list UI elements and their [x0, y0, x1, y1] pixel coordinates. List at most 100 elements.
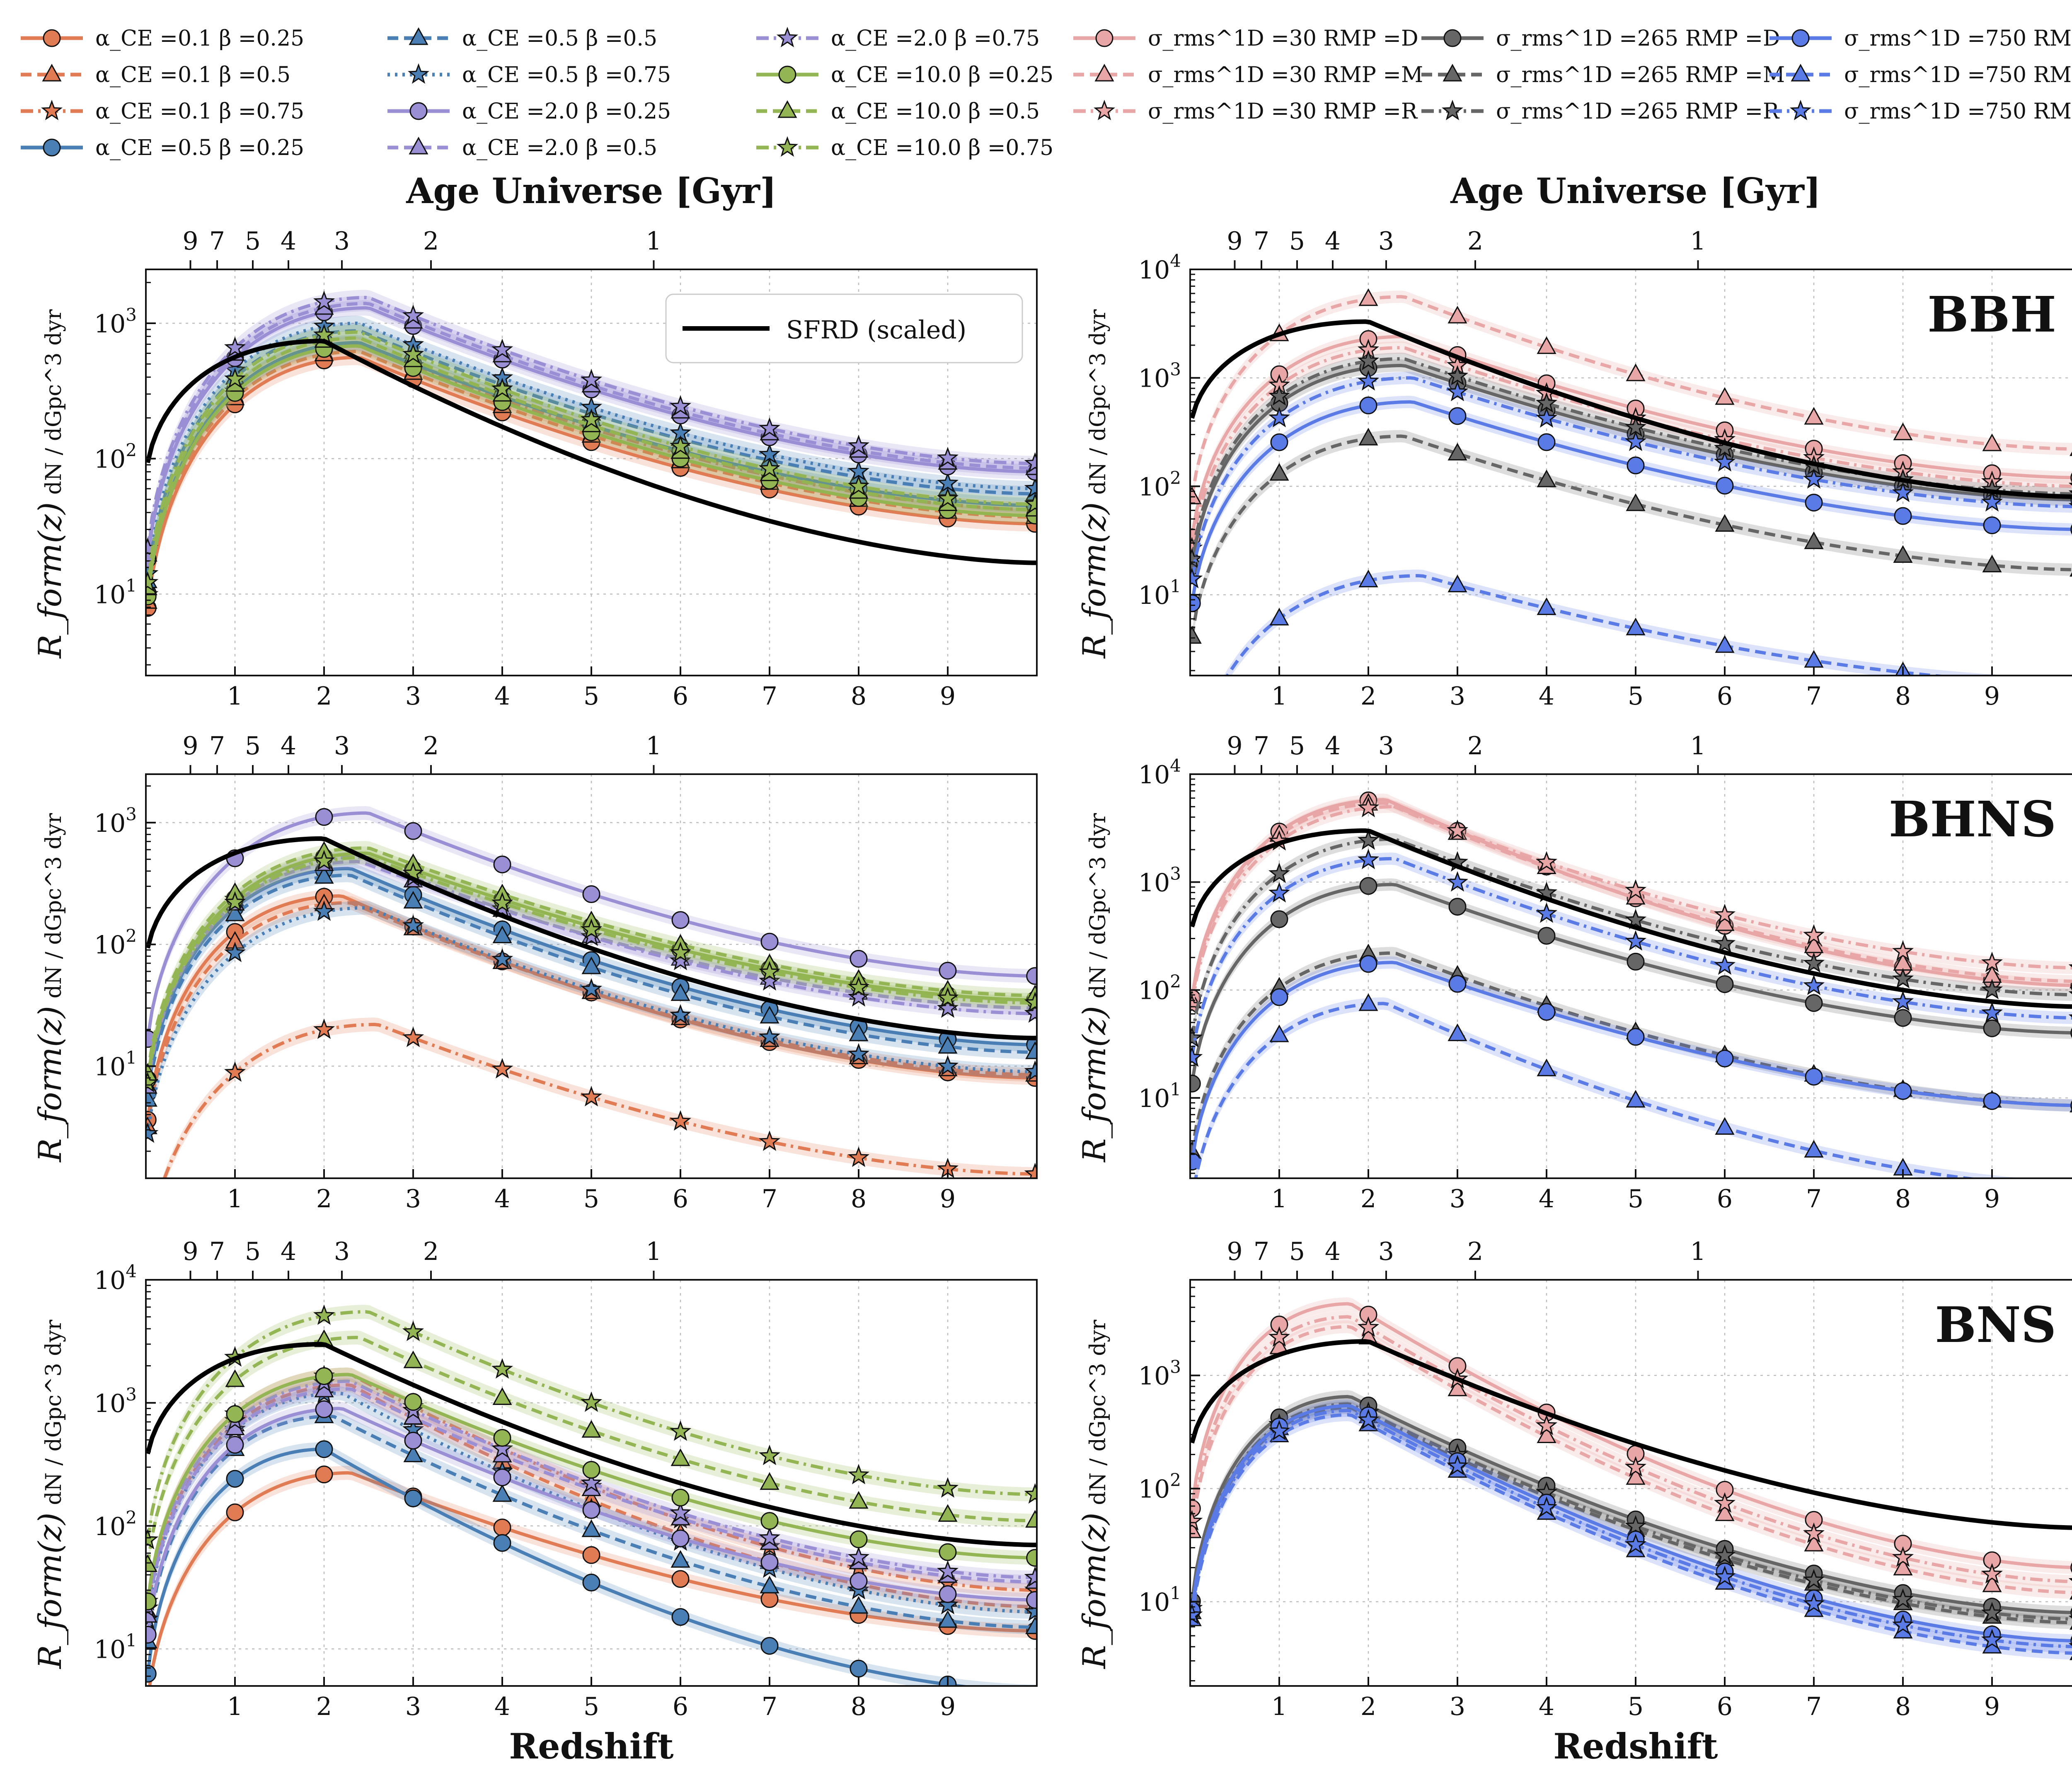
uncertainty-band — [148, 1374, 1037, 1615]
data-point — [1025, 1510, 1037, 1528]
data-point — [1025, 1616, 1037, 1634]
data-point — [1892, 1588, 1914, 1609]
age-tick-label: 2 — [1467, 731, 1483, 761]
data-point — [758, 1526, 781, 1548]
y-axis-title: R_form(z) dN / dGpc^3 dyr — [1076, 813, 1113, 1163]
y-axis-label: R_form(z) — [1076, 1513, 1113, 1670]
data-point — [1981, 1002, 2003, 1022]
data-point — [315, 1440, 333, 1458]
legend-marker — [43, 29, 61, 47]
series-line — [1194, 1002, 1981, 1178]
data-point — [313, 900, 335, 921]
legend-label: α_CE =10.0 β =0.75 — [831, 136, 1053, 160]
x-tick-label: 6 — [1717, 1184, 1733, 1213]
data-point — [760, 1472, 779, 1490]
x-tick-label: 1 — [1271, 1692, 1287, 1721]
data-point — [226, 1470, 244, 1488]
data-point — [1537, 336, 1556, 354]
data-point — [1269, 608, 1289, 626]
age-tick-label: 2 — [1467, 227, 1483, 256]
legend-label: σ_rms^1D =30 RMP =D — [1148, 26, 1418, 51]
data-point — [669, 1502, 692, 1522]
legend-label: σ_rms^1D =265 RMP =D — [1496, 26, 1780, 51]
data-point — [1624, 879, 1647, 900]
legend-label: α_CE =0.1 β =0.75 — [95, 99, 304, 124]
x-tick-label: 6 — [673, 1692, 688, 1721]
y-axis-label: R_form(z) — [31, 1513, 68, 1670]
data-point — [1024, 1566, 1037, 1587]
data-point — [146, 1592, 157, 1611]
legend-marker — [776, 136, 799, 157]
legend-label: σ_rms^1D =750 RMP =R — [1844, 99, 2072, 124]
age-tick-label: 4 — [281, 731, 296, 761]
x-tick-label: 9 — [940, 1184, 956, 1213]
legend-left: α_CE =0.1 β =0.25 α_CE =0.1 β =0.5 α_CE =0… — [21, 26, 1053, 160]
age-tick-label: 4 — [1325, 1237, 1341, 1266]
x-tick-label: 7 — [762, 1692, 777, 1721]
age-tick-label: 4 — [1325, 227, 1341, 256]
data-point — [2068, 490, 2072, 493]
data-point — [313, 850, 335, 870]
legend-label: α_CE =10.0 β =0.5 — [831, 99, 1040, 124]
data-point — [671, 1489, 690, 1507]
legend-label: σ_rms^1D =265 RMP =R — [1496, 99, 1780, 124]
data-point — [937, 987, 959, 1008]
data-point — [2068, 1014, 2072, 1017]
data-point — [1537, 469, 1556, 487]
data-point — [225, 903, 245, 921]
data-point — [2070, 984, 2072, 988]
data-point — [1624, 431, 1647, 451]
data-point — [1715, 1503, 1735, 1521]
y-axis-title: R_form(z) dN / dGpc^3 dyr — [31, 813, 68, 1163]
data-point — [847, 1464, 870, 1485]
series-line — [1190, 961, 2072, 1162]
data-point — [1805, 1068, 1823, 1086]
legend-marker — [1791, 29, 1810, 47]
data-point — [1537, 433, 1556, 451]
data-point — [1535, 1496, 1558, 1517]
data-point — [2070, 1562, 2072, 1573]
data-point — [1268, 862, 1290, 883]
age-tick-label: 5 — [245, 227, 261, 256]
legend-marker — [1094, 63, 1114, 82]
data-point — [937, 997, 959, 1018]
data-point — [1803, 952, 1825, 973]
data-point — [1983, 516, 2001, 535]
series-line — [1190, 1339, 2072, 1530]
y-tick-label: 103 — [94, 305, 137, 339]
age-tick-label: 7 — [209, 1237, 225, 1266]
x-tick-label: 9 — [1984, 1184, 2000, 1213]
uncertainty-band — [1195, 997, 2027, 1178]
series-line — [1190, 837, 2072, 1039]
data-point — [1358, 569, 1378, 588]
data-point — [938, 1504, 958, 1522]
x-tick-label: 3 — [405, 1184, 421, 1213]
x-tick-label: 2 — [1360, 1184, 1376, 1213]
data-point — [582, 1461, 600, 1479]
data-point — [2070, 1108, 2072, 1112]
data-point — [847, 1546, 870, 1567]
data-point — [847, 475, 870, 496]
data-point — [1537, 927, 1556, 945]
data-point — [669, 395, 692, 416]
data-point — [491, 338, 513, 359]
data-point — [1803, 1522, 1825, 1543]
x-tick-label: 8 — [1895, 1692, 1911, 1721]
series-line — [1190, 319, 2072, 499]
y-tick-label: 103 — [1138, 1357, 1181, 1391]
data-point — [2070, 572, 2072, 577]
panel-label: BHNS — [1889, 790, 2056, 848]
data-point — [580, 978, 603, 999]
x-tick-label: 5 — [1628, 1184, 1644, 1213]
data-point — [315, 808, 333, 826]
data-point — [1024, 1060, 1037, 1081]
y-tick-label: 102 — [94, 440, 137, 474]
data-point — [1715, 387, 1735, 405]
data-point — [1268, 407, 1290, 428]
data-point — [1190, 568, 1203, 589]
data-point — [671, 1529, 690, 1548]
age-tick-label: 3 — [334, 227, 350, 256]
data-point — [669, 435, 692, 456]
x-tick-label: 3 — [1450, 1692, 1465, 1721]
legend-label: σ_rms^1D =30 RMP =M — [1148, 63, 1423, 87]
